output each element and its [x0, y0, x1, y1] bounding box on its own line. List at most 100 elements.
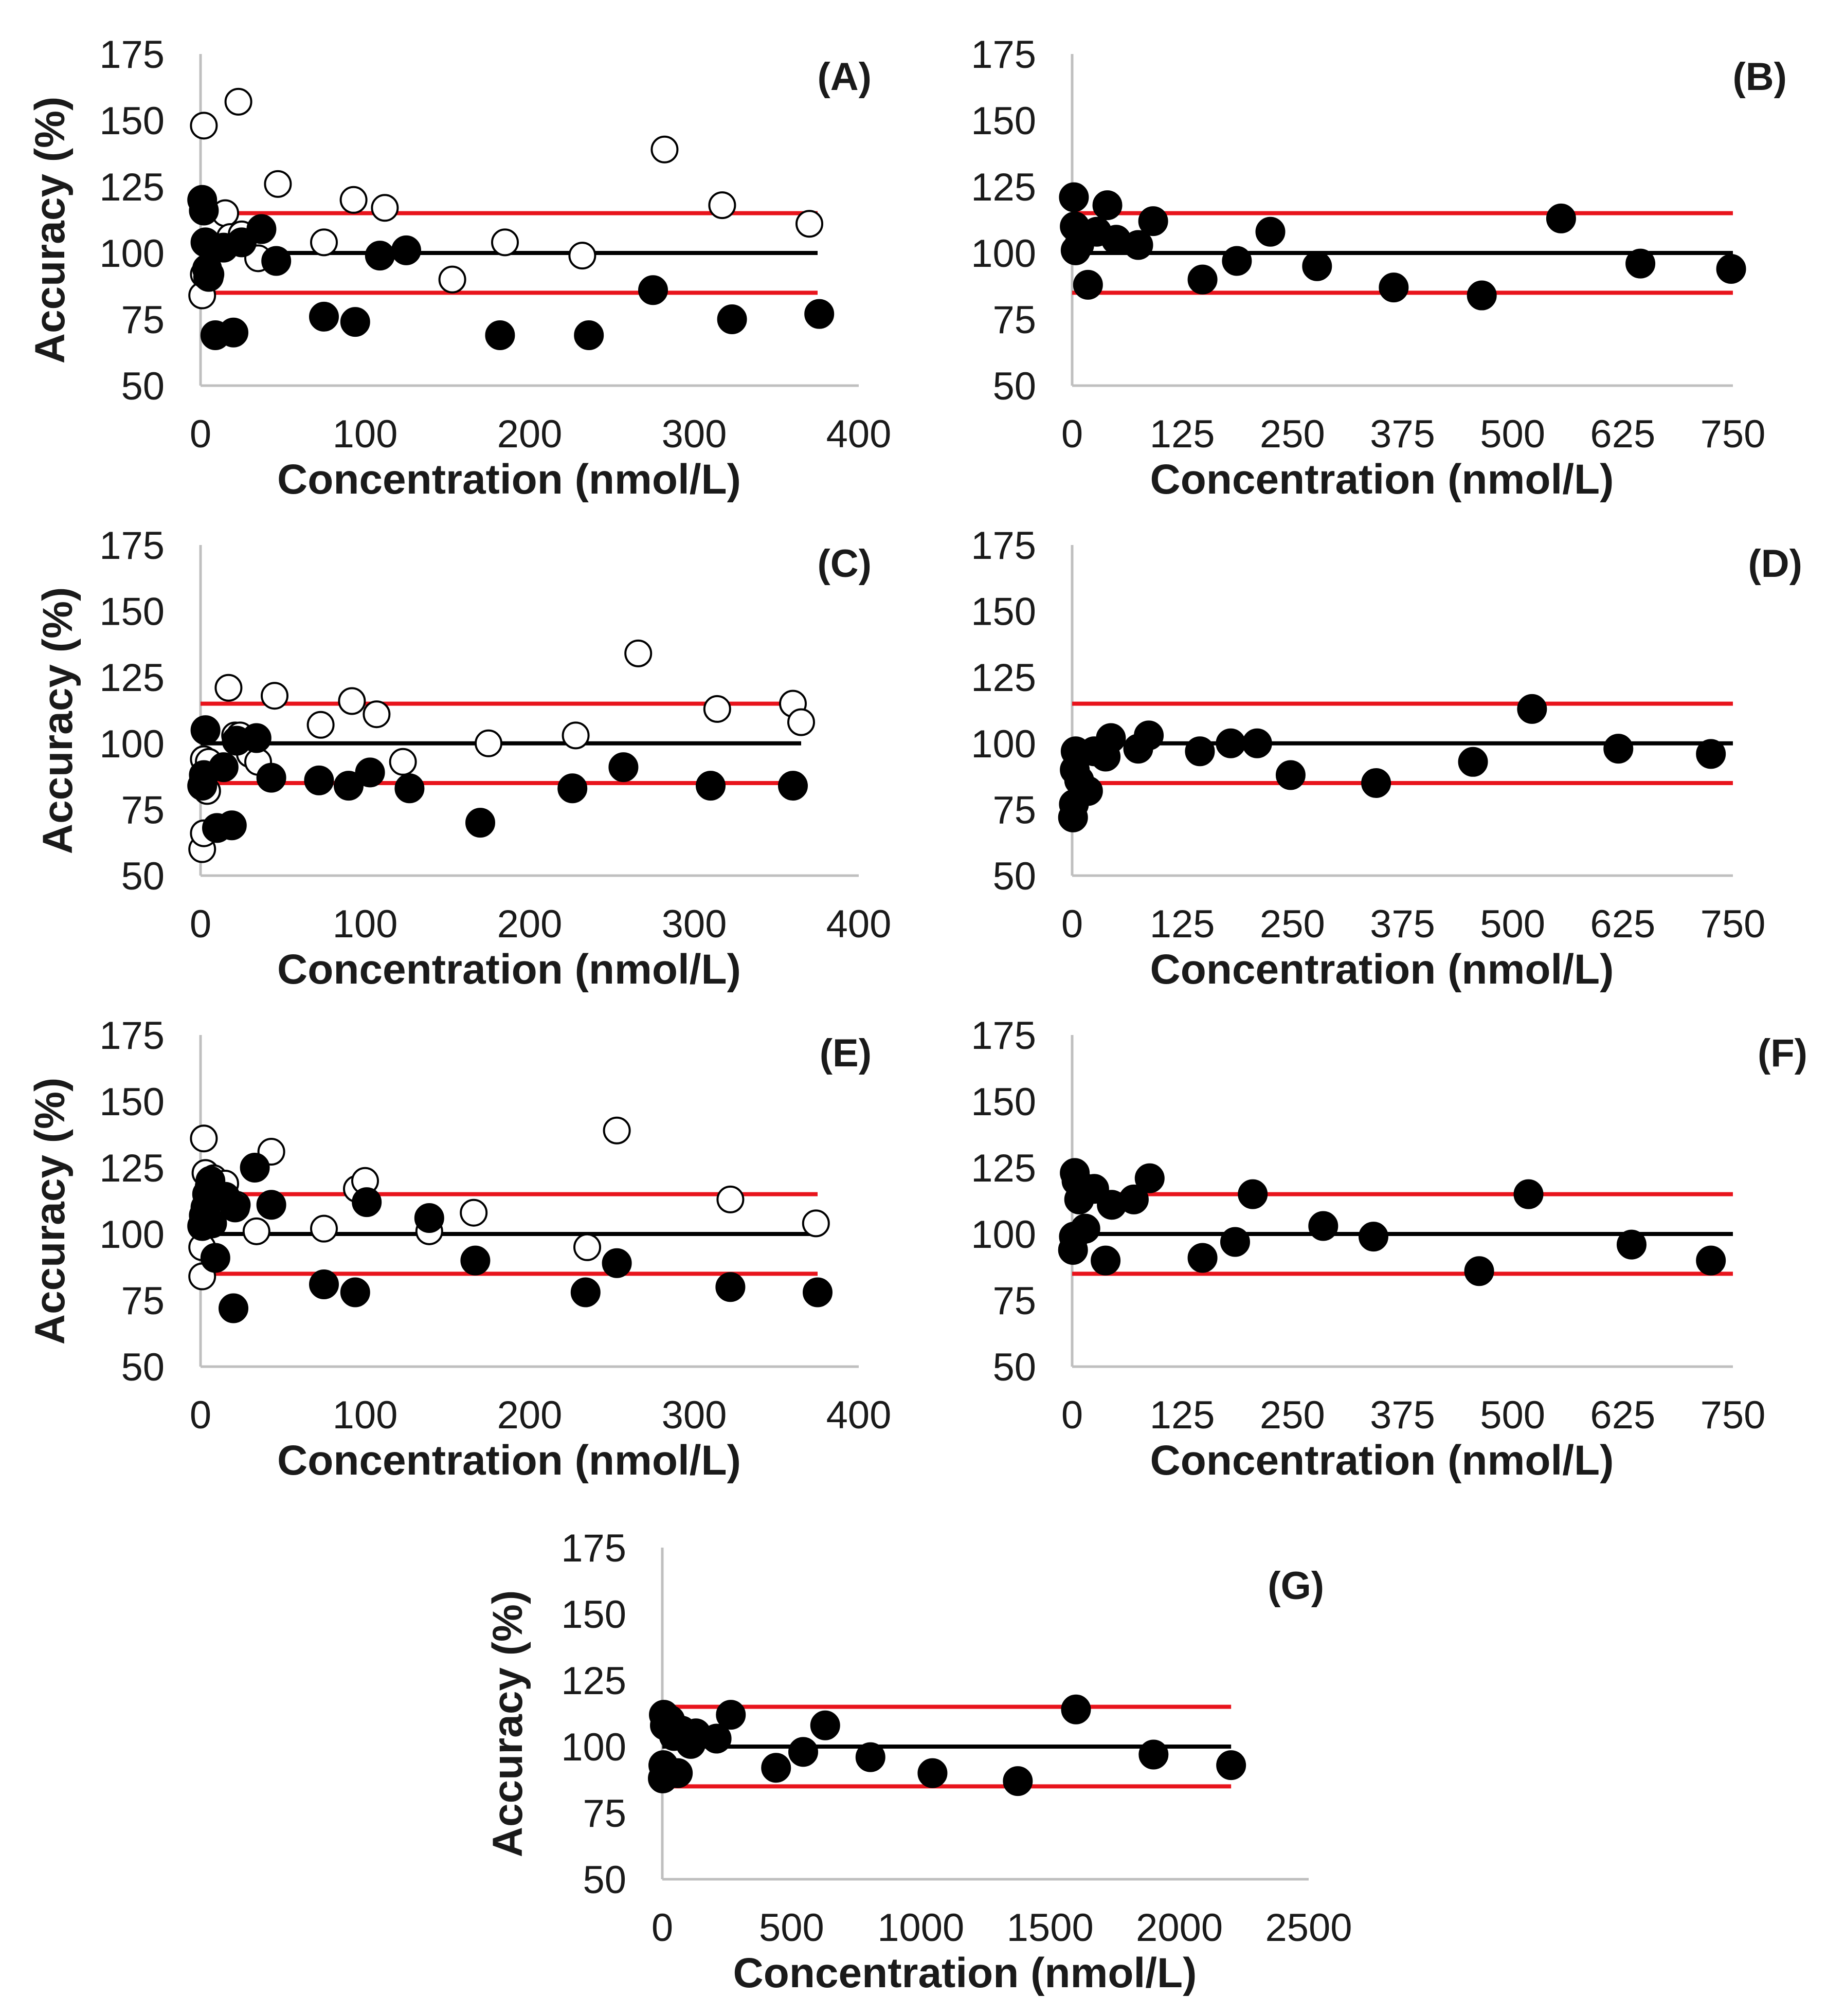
data-point-open	[363, 700, 391, 729]
y-tick-label: 50	[992, 1346, 1036, 1389]
y-tick-label: 50	[121, 365, 165, 408]
data-point-filled	[485, 320, 515, 350]
y-tick-label: 100	[99, 232, 165, 276]
panel-b: 50 75 100 125 150 175 0 125 250 375 500 625 750 Conce…	[971, 33, 1787, 503]
data-point-open	[708, 191, 736, 220]
data-point-filled	[1361, 768, 1391, 798]
data-point-filled	[557, 773, 588, 804]
y-tick-label: 125	[99, 166, 165, 209]
x-axis-label: Concentration (nmol/L)	[277, 1437, 741, 1484]
x-axis-label: Concentration (nmol/L)	[1150, 456, 1614, 503]
data-point-filled	[1238, 1179, 1268, 1209]
data-point-filled	[1059, 182, 1089, 212]
data-point-open	[568, 242, 596, 270]
x-tick-label: 0	[190, 1393, 211, 1437]
data-point-filled	[241, 723, 272, 753]
data-point-filled	[208, 752, 239, 783]
x-tick-label: 750	[1701, 902, 1766, 946]
data-point-open	[460, 1198, 488, 1227]
y-tick-label: 175	[561, 1527, 626, 1570]
y-axis-label: Accuracy (%)	[27, 97, 74, 364]
y-tick-label: 100	[561, 1726, 626, 1769]
data-point-filled	[761, 1753, 791, 1783]
x-tick-label: 0	[1061, 902, 1083, 946]
panel-label: (A)	[817, 55, 872, 99]
data-point-open	[389, 748, 417, 776]
x-tick-label: 1000	[877, 1906, 964, 1950]
y-axis-label: Accuracy (%)	[484, 1590, 531, 1858]
x-tick-label: 750	[1701, 412, 1766, 456]
y-tick-label: 175	[971, 524, 1036, 568]
data-point-filled	[1696, 739, 1726, 769]
x-tick-label: 400	[826, 902, 892, 946]
data-point-filled	[602, 1248, 632, 1278]
data-point-filled	[696, 771, 726, 801]
data-point-filled	[1073, 776, 1103, 806]
data-point-filled	[715, 1272, 746, 1302]
panel-label: (B)	[1732, 55, 1787, 99]
data-point-open	[310, 228, 338, 257]
y-axis-label: Accuracy (%)	[27, 1078, 74, 1345]
x-axis-label: Concentration (nmol/L)	[277, 456, 741, 503]
data-point-open	[224, 87, 252, 116]
data-point-open	[338, 687, 366, 715]
data-point-filled	[256, 1190, 286, 1220]
data-point-filled	[716, 1700, 746, 1730]
y-tick-label: 50	[992, 365, 1036, 408]
y-axis-label: Accuracy (%)	[34, 587, 81, 855]
panel-label: (C)	[817, 542, 872, 586]
data-point-open	[264, 170, 292, 198]
x-tick-label: 300	[662, 902, 727, 946]
data-point-filled	[414, 1203, 444, 1233]
data-point-filled	[1123, 230, 1153, 260]
x-tick-label: 0	[652, 1906, 673, 1950]
y-tick-label: 125	[99, 1147, 165, 1190]
data-point-filled	[189, 195, 219, 226]
x-axis-label: Concentration (nmol/L)	[733, 1950, 1197, 1996]
data-point-filled	[309, 301, 339, 332]
y-tick-label: 50	[992, 855, 1036, 898]
data-point-filled	[804, 299, 835, 329]
data-point-filled	[1138, 206, 1168, 237]
data-point-filled	[261, 246, 292, 276]
x-tick-label: 100	[333, 412, 398, 456]
y-tick-label: 150	[99, 1080, 165, 1124]
data-point-filled	[1716, 253, 1746, 284]
panel-f: 50 75 100 125 150 175 0 125 250 375 500 625 750 Conce…	[971, 1014, 1807, 1484]
x-tick-label: 2500	[1265, 1906, 1352, 1950]
data-point-filled	[256, 762, 286, 793]
data-point-filled	[1092, 190, 1123, 221]
data-point-filled	[304, 765, 334, 795]
data-point-filled	[365, 241, 395, 271]
data-point-filled	[465, 808, 495, 838]
y-tick-label: 100	[971, 232, 1036, 276]
data-point-open	[371, 194, 399, 222]
y-tick-label: 125	[971, 166, 1036, 209]
data-point-filled	[810, 1710, 840, 1740]
x-tick-label: 200	[497, 902, 563, 946]
y-tick-label: 150	[971, 99, 1036, 143]
data-point-open	[603, 1116, 631, 1145]
x-tick-label: 625	[1590, 412, 1655, 456]
data-point-filled	[219, 1293, 248, 1323]
x-tick-label: 250	[1260, 902, 1325, 946]
data-point-filled	[334, 771, 364, 801]
data-point-open	[795, 210, 823, 238]
data-point-open	[475, 729, 502, 757]
panel-d: 50 75 100 125 150 175 0 125 250 375 500 625 750 Conce…	[971, 524, 1802, 993]
y-tick-label: 150	[561, 1593, 626, 1637]
data-point-open	[573, 1233, 601, 1261]
panel-e: 50 75 100 125 150 175 0 100 200 300 400 Concentrati…	[27, 1014, 891, 1484]
y-tick-label: 175	[99, 524, 165, 568]
data-point-filled	[1096, 723, 1126, 753]
x-tick-label: 125	[1150, 1393, 1215, 1437]
x-tick-label: 200	[497, 412, 563, 456]
data-point-filled	[1625, 248, 1656, 279]
data-point-open	[703, 695, 731, 723]
data-point-filled	[355, 757, 385, 788]
x-tick-label: 375	[1370, 1393, 1435, 1437]
x-tick-label: 300	[662, 1393, 727, 1437]
data-point-filled	[220, 1192, 250, 1223]
y-tick-label: 175	[99, 33, 165, 77]
